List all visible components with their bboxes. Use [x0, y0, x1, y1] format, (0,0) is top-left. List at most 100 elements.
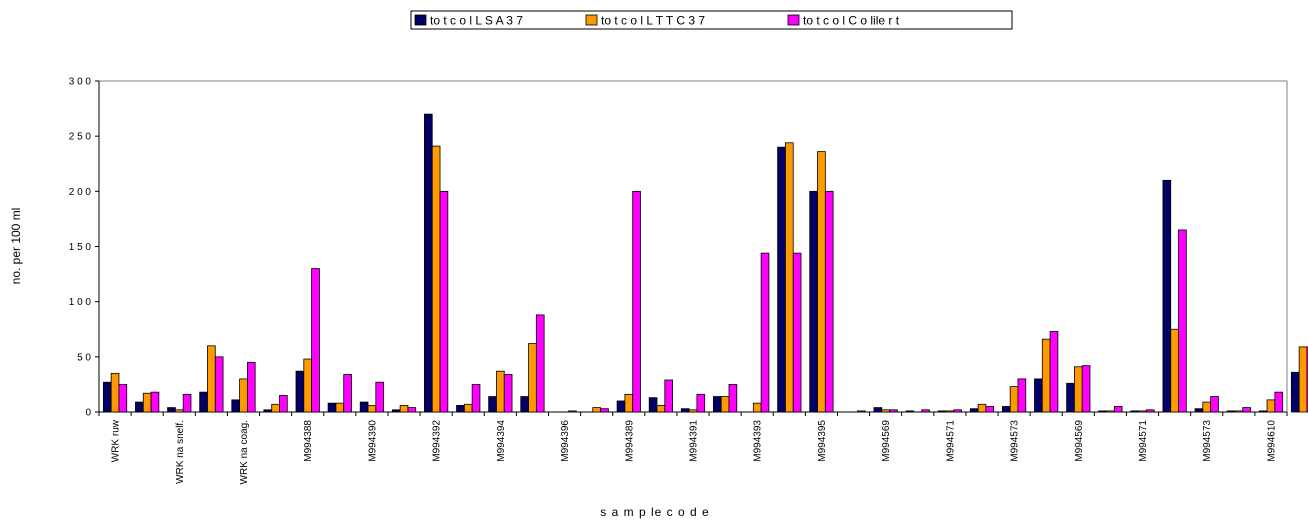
bar-series-3 — [311, 268, 320, 413]
bar-series-1 — [199, 391, 208, 413]
bar-series-2 — [656, 404, 666, 413]
x-tick-label: M994569 — [1074, 420, 1085, 462]
bar-series-2 — [110, 372, 120, 413]
x-tick-label: M994395 — [817, 420, 828, 462]
bar-series-1 — [873, 407, 883, 413]
bar-series-2 — [271, 403, 280, 413]
plot-area — [98, 80, 1288, 413]
bar-series-1 — [777, 146, 786, 413]
bar-series-2 — [720, 396, 730, 413]
axes — [98, 80, 1288, 413]
bar-series-2 — [207, 345, 216, 413]
bar-series-1 — [1226, 410, 1236, 413]
legend-label-2: to t c o l L T T C 3 7 — [601, 14, 705, 28]
bar-series-2 — [496, 370, 505, 413]
bar-series-1 — [359, 401, 369, 413]
bar-series-2 — [463, 403, 473, 413]
y-tick-label: 0 — [85, 408, 91, 419]
bar-series-1 — [102, 381, 112, 413]
bar-series-2 — [399, 404, 409, 413]
bar-series-3 — [921, 409, 930, 413]
bar-series-3 — [150, 391, 160, 413]
bar-series-3 — [246, 361, 256, 413]
bar-series-3 — [439, 190, 449, 413]
y-tick-label: 2 0 0 — [69, 187, 92, 198]
bar-series-1 — [520, 396, 529, 413]
bar-series-3 — [889, 409, 898, 413]
bar-series-2 — [1170, 328, 1179, 413]
bar-series-3 — [214, 356, 224, 413]
y-tick-label: 2 5 0 — [69, 132, 92, 143]
bar-series-1 — [456, 404, 465, 413]
bar-series-3 — [632, 190, 641, 413]
x-axis-title: s a m p le c o d e — [600, 505, 709, 519]
bar-series-3 — [118, 384, 128, 413]
bar-series-2 — [881, 409, 890, 413]
bar-series-2 — [1073, 366, 1083, 413]
bar-series-2 — [528, 343, 537, 413]
bar-series-1 — [295, 370, 305, 413]
y-axis-ticks: 0 5 0 1 0 0 1 5 0 2 0 0 2 5 0 3 0 0 — [69, 77, 99, 419]
bar-series-3 — [1306, 346, 1308, 413]
bar-series-2 — [142, 392, 152, 413]
bar-series-1 — [648, 397, 658, 413]
bar-series-1 — [167, 407, 176, 413]
bar-series-1 — [1130, 410, 1140, 413]
bar-series-1 — [1034, 378, 1043, 413]
bar-series-1 — [680, 408, 690, 413]
bar-series-2 — [945, 410, 955, 413]
bar-series-2 — [624, 393, 634, 413]
bar-series-3 — [1113, 406, 1123, 413]
y-tick-label: 3 0 0 — [69, 77, 92, 88]
bar-series-2 — [1266, 399, 1276, 413]
bar-series-3 — [985, 406, 995, 413]
bar-series-2 — [239, 378, 248, 413]
bar-series-2 — [1234, 410, 1244, 413]
bar-series-3 — [503, 374, 513, 413]
bar-series-1 — [616, 400, 626, 413]
bar-series-1 — [488, 396, 497, 413]
x-tick-label: WRK ruw — [111, 419, 122, 462]
bar-series-3 — [1178, 229, 1187, 413]
bar-series-3 — [1146, 409, 1155, 413]
bar-series-3 — [857, 410, 866, 413]
bar-series-3 — [760, 252, 770, 413]
bar-series-3 — [1242, 407, 1251, 413]
bar-series-2 — [431, 145, 441, 413]
bar-series-1 — [263, 409, 273, 413]
bar-series-2 — [335, 402, 345, 413]
bar-series-1 — [424, 113, 433, 413]
bar-series-2 — [1298, 346, 1308, 413]
y-tick-label: 1 0 0 — [69, 297, 92, 308]
bar-series-1 — [1258, 410, 1268, 413]
bar-series-1 — [135, 401, 144, 413]
bar-series-1 — [809, 190, 818, 413]
x-tick-label: M994396 — [560, 420, 571, 462]
bars — [102, 113, 1308, 413]
y-axis-title: no. per 100 ml — [9, 208, 23, 285]
bar-series-1 — [231, 399, 240, 413]
bar-series-1 — [713, 396, 722, 413]
bar-series-2 — [688, 409, 698, 413]
x-tick-label: M994394 — [496, 420, 507, 462]
bar-series-3 — [343, 374, 352, 413]
bar-series-2 — [1009, 386, 1019, 413]
bar-series-1 — [327, 402, 337, 413]
bar-series-1 — [1098, 410, 1107, 413]
x-axis-ticks: WRK ruw WRK na snelf. WRK na coag. M994388 M… — [98, 412, 1288, 484]
bar-series-2 — [303, 358, 313, 413]
bar-series-3 — [182, 393, 192, 413]
bar-series-1 — [1194, 408, 1204, 413]
bar-series-3 — [568, 410, 577, 413]
x-tick-label: M994388 — [303, 420, 314, 462]
bar-series-3 — [792, 252, 802, 413]
x-tick-label: M994389 — [624, 420, 635, 462]
bar-series-1 — [969, 408, 979, 413]
bar-series-3 — [1081, 365, 1091, 413]
bar-series-2 — [1138, 410, 1147, 413]
bar-series-2 — [752, 402, 762, 413]
legend-swatch-1 — [414, 14, 427, 26]
bar-series-3 — [375, 381, 385, 413]
x-tick-label: M994569 — [881, 420, 892, 462]
